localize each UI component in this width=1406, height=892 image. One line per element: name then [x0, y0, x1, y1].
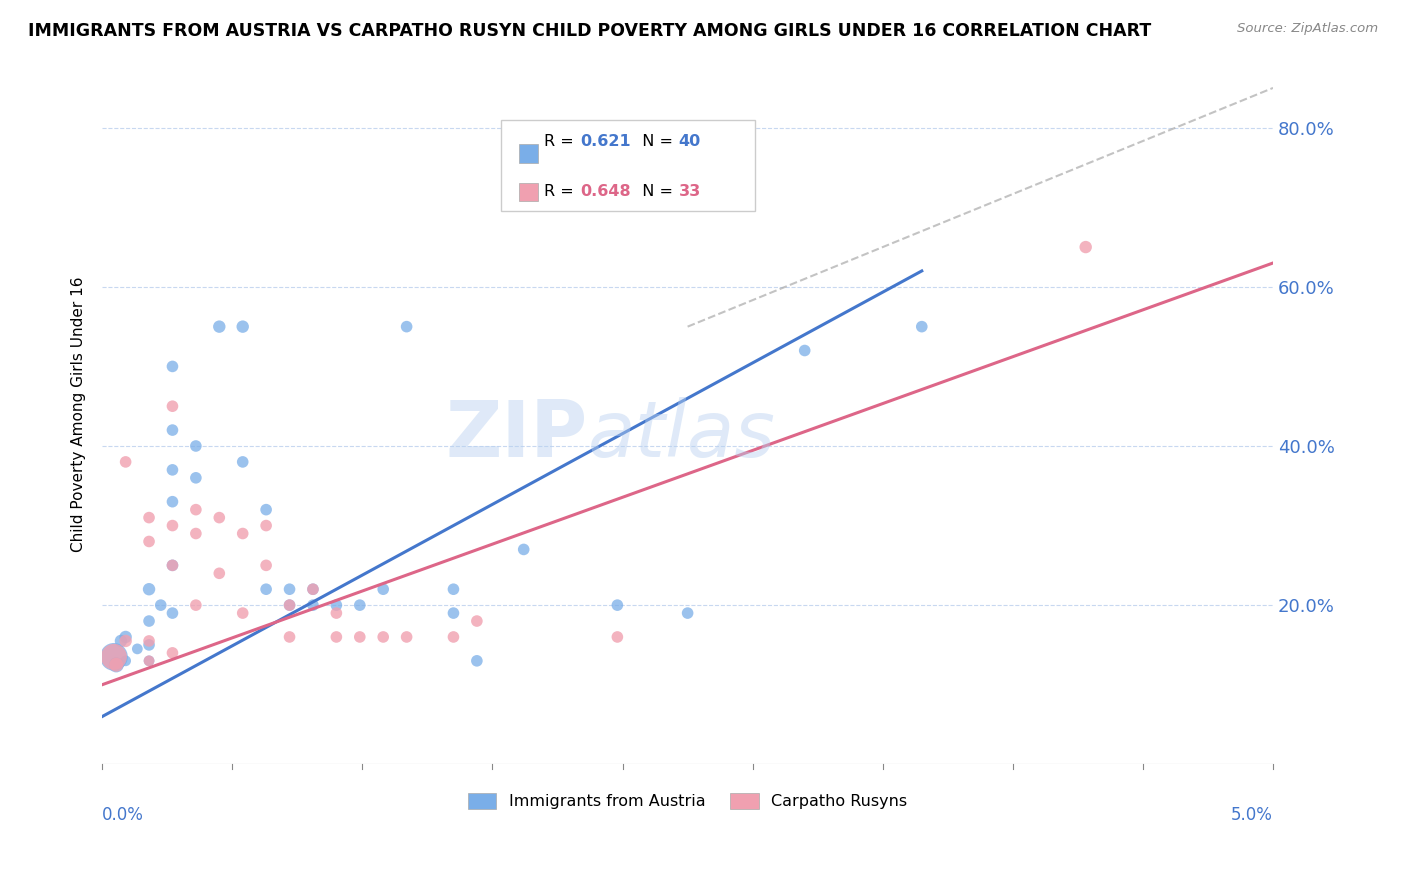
- Point: [325, 606, 347, 620]
- Point: [138, 534, 160, 549]
- Point: [302, 582, 325, 597]
- Y-axis label: Child Poverty Among Girls Under 16: Child Poverty Among Girls Under 16: [72, 277, 86, 552]
- Point: [114, 654, 136, 668]
- Point: [162, 359, 184, 374]
- Text: N =: N =: [633, 134, 683, 149]
- Point: [138, 634, 160, 648]
- Point: [1074, 240, 1097, 254]
- Point: [911, 319, 934, 334]
- Point: [373, 582, 395, 597]
- Point: [349, 630, 371, 644]
- Point: [162, 558, 184, 573]
- Point: [184, 526, 207, 541]
- Point: [349, 598, 371, 612]
- Point: [302, 598, 325, 612]
- Point: [232, 455, 254, 469]
- Point: [138, 638, 160, 652]
- Point: [465, 654, 488, 668]
- Point: [606, 598, 628, 612]
- Text: 33: 33: [679, 185, 700, 200]
- Text: 5.0%: 5.0%: [1232, 806, 1272, 824]
- Point: [278, 598, 301, 612]
- Point: [278, 630, 301, 644]
- Point: [162, 558, 184, 573]
- Point: [208, 319, 231, 334]
- Point: [373, 630, 395, 644]
- Point: [465, 614, 488, 628]
- Point: [325, 598, 347, 612]
- Point: [103, 649, 125, 664]
- Point: [162, 494, 184, 508]
- Text: 0.0%: 0.0%: [103, 806, 143, 824]
- Point: [138, 654, 160, 668]
- Legend: Immigrants from Austria, Carpatho Rusyns: Immigrants from Austria, Carpatho Rusyns: [461, 787, 914, 816]
- Point: [302, 582, 325, 597]
- Point: [114, 630, 136, 644]
- Point: [114, 634, 136, 648]
- Point: [162, 606, 184, 620]
- Point: [793, 343, 815, 358]
- Point: [105, 657, 128, 672]
- Point: [162, 423, 184, 437]
- Point: [443, 582, 465, 597]
- Point: [676, 606, 699, 620]
- Point: [162, 518, 184, 533]
- Point: [254, 558, 277, 573]
- Point: [110, 634, 132, 648]
- Point: [606, 630, 628, 644]
- Point: [127, 641, 149, 656]
- Point: [184, 471, 207, 485]
- Point: [208, 566, 231, 581]
- Point: [254, 582, 277, 597]
- Text: IMMIGRANTS FROM AUSTRIA VS CARPATHO RUSYN CHILD POVERTY AMONG GIRLS UNDER 16 COR: IMMIGRANTS FROM AUSTRIA VS CARPATHO RUSY…: [28, 22, 1152, 40]
- Point: [138, 614, 160, 628]
- Point: [114, 455, 136, 469]
- Text: 0.648: 0.648: [581, 185, 631, 200]
- Point: [149, 598, 172, 612]
- Point: [184, 439, 207, 453]
- Point: [443, 606, 465, 620]
- Text: R =: R =: [544, 185, 583, 200]
- Point: [278, 582, 301, 597]
- Text: 0.621: 0.621: [581, 134, 631, 149]
- Point: [512, 542, 534, 557]
- Point: [395, 319, 418, 334]
- Point: [162, 646, 184, 660]
- Point: [184, 502, 207, 516]
- Point: [103, 649, 125, 664]
- Point: [443, 630, 465, 644]
- Text: 40: 40: [679, 134, 700, 149]
- Point: [138, 582, 160, 597]
- Point: [138, 510, 160, 524]
- Point: [162, 463, 184, 477]
- Point: [232, 606, 254, 620]
- Point: [232, 319, 254, 334]
- Point: [138, 654, 160, 668]
- Point: [254, 502, 277, 516]
- Point: [254, 518, 277, 533]
- Point: [232, 526, 254, 541]
- Text: R =: R =: [544, 134, 583, 149]
- Point: [184, 598, 207, 612]
- Text: atlas: atlas: [588, 397, 776, 473]
- Text: N =: N =: [633, 185, 683, 200]
- Point: [208, 510, 231, 524]
- Point: [395, 630, 418, 644]
- Text: ZIP: ZIP: [446, 397, 588, 473]
- Point: [105, 657, 128, 672]
- Point: [325, 630, 347, 644]
- Text: Source: ZipAtlas.com: Source: ZipAtlas.com: [1237, 22, 1378, 36]
- Point: [278, 598, 301, 612]
- Point: [162, 399, 184, 413]
